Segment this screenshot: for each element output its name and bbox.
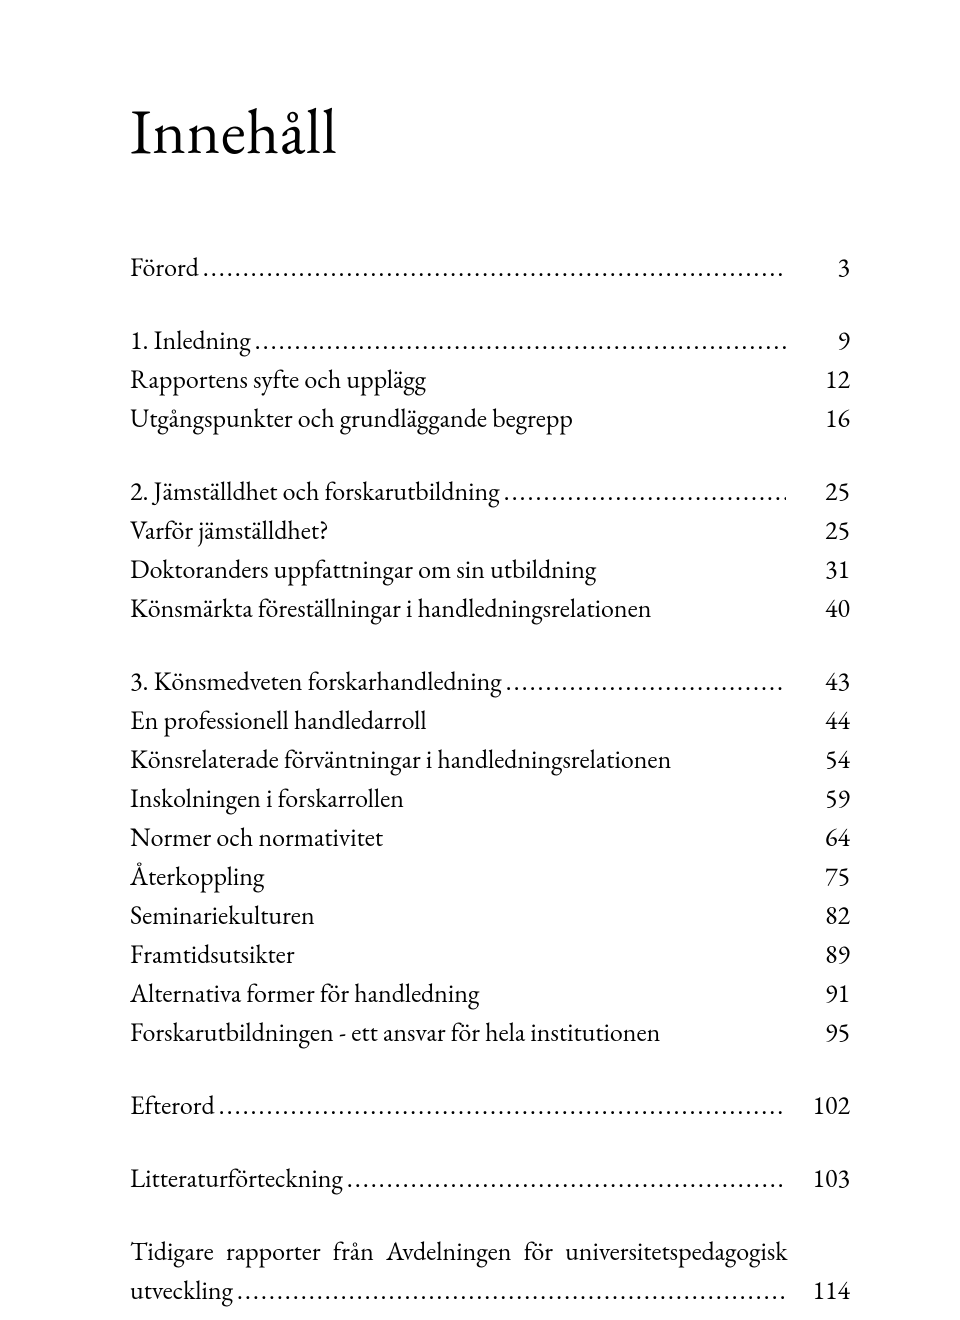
toc-row: Tidigare rapporter från Avdelningen för … [130, 1232, 850, 1271]
toc-row: Könsmärkta föreställningar i handledning… [130, 589, 850, 628]
toc-row: Återkoppling 75 [130, 857, 850, 896]
toc-label: Forskarutbildningen - ett ansvar för hel… [130, 1013, 660, 1052]
toc-row: utveckling 114 [130, 1271, 850, 1310]
toc-row: 1. Inledning 9 [130, 321, 850, 360]
toc-row: Litteraturförteckning 103 [130, 1159, 850, 1198]
toc-page-number: 89 [790, 935, 850, 974]
toc-gap [130, 628, 850, 662]
toc-label: Rapportens syfte och upplägg [130, 360, 426, 399]
toc-label: Utgångspunkter och grundläggande begrepp [130, 399, 573, 438]
toc-leader-dots [219, 1086, 786, 1125]
toc-gap [130, 287, 850, 321]
toc-page-number: 25 [790, 511, 850, 550]
toc-gap [130, 438, 850, 472]
toc-label: Seminariekulturen [130, 896, 315, 935]
toc-row: Inskolningen i forskarrollen 59 [130, 779, 850, 818]
toc-page-number: 64 [790, 818, 850, 857]
toc-label: 2. Jämställdhet och forskarutbildning [130, 472, 500, 511]
toc-row: Utgångspunkter och grundläggande begrepp… [130, 399, 850, 438]
toc-leader-dots [347, 1159, 786, 1198]
toc-page-number: 31 [790, 550, 850, 589]
toc-label: Litteraturförteckning [130, 1159, 343, 1198]
toc-label: Alternativa former för handledning [130, 974, 479, 1013]
toc-page-number: 9 [790, 321, 850, 360]
toc-page-number: 3 [790, 248, 850, 287]
toc-page-number: 16 [790, 399, 850, 438]
toc-label: En professionell handledarroll [130, 701, 427, 740]
toc-row: Alternativa former för handledning 91 [130, 974, 850, 1013]
toc-row: 2. Jämställdhet och forskarutbildning 25 [130, 472, 850, 511]
toc-label: Återkoppling [130, 857, 264, 896]
toc-label-cont: utveckling [130, 1271, 233, 1310]
toc-leader-dots [504, 472, 786, 511]
toc-label: Doktoranders uppfattningar om sin utbild… [130, 550, 596, 589]
toc-list: Förord31. Inledning9Rapportens syfte och… [130, 248, 850, 1310]
toc-row: Framtidsutsikter 89 [130, 935, 850, 974]
toc-page-number: 82 [790, 896, 850, 935]
toc-label: Könsmärkta föreställningar i handledning… [130, 589, 652, 628]
toc-gap [130, 1052, 850, 1086]
toc-gap [130, 1125, 850, 1159]
toc-page-number: 12 [790, 360, 850, 399]
toc-label: Efterord [130, 1086, 215, 1125]
toc-title: Innehåll [130, 90, 850, 173]
toc-leader-dots [255, 321, 786, 360]
toc-row: Rapportens syfte och upplägg 12 [130, 360, 850, 399]
toc-label: 1. Inledning [130, 321, 251, 360]
toc-label: Framtidsutsikter [130, 935, 295, 974]
toc-leader-dots [237, 1271, 786, 1310]
toc-label: Förord [130, 248, 199, 287]
toc-row: 3. Könsmedveten forskarhandledning 43 [130, 662, 850, 701]
toc-page-number: 59 [790, 779, 850, 818]
toc-gap [130, 1198, 850, 1232]
toc-page-number: 95 [790, 1013, 850, 1052]
toc-label: Könsrelaterade förväntningar i handledni… [130, 740, 671, 779]
toc-leader-dots [506, 662, 786, 701]
toc-row: Seminariekulturen 82 [130, 896, 850, 935]
toc-row: Forskarutbildningen - ett ansvar för hel… [130, 1013, 850, 1052]
page: Innehåll Förord31. Inledning9Rapportens … [0, 0, 960, 1320]
toc-row: Varför jämställdhet? 25 [130, 511, 850, 550]
toc-row: Normer och normativitet 64 [130, 818, 850, 857]
toc-label: Normer och normativitet [130, 818, 383, 857]
toc-row: En professionell handledarroll 44 [130, 701, 850, 740]
toc-row: Könsrelaterade förväntningar i handledni… [130, 740, 850, 779]
toc-label: Tidigare rapporter från Avdelningen för … [130, 1232, 787, 1271]
toc-page-number: 102 [790, 1086, 850, 1125]
toc-page-number: 43 [790, 662, 850, 701]
toc-row: Förord 3 [130, 248, 850, 287]
toc-label: Inskolningen i forskarrollen [130, 779, 404, 818]
toc-page-number: 114 [790, 1271, 850, 1310]
toc-leader-dots [203, 248, 786, 287]
toc-label: 3. Könsmedveten forskarhandledning [130, 662, 502, 701]
toc-row: Efterord 102 [130, 1086, 850, 1125]
toc-page-number: 103 [790, 1159, 850, 1198]
toc-page-number: 91 [790, 974, 850, 1013]
toc-page-number: 75 [790, 857, 850, 896]
toc-page-number: 54 [790, 740, 850, 779]
toc-page-number: 44 [790, 701, 850, 740]
toc-page-number: 40 [790, 589, 850, 628]
toc-label: Varför jämställdhet? [130, 511, 329, 550]
toc-row: Doktoranders uppfattningar om sin utbild… [130, 550, 850, 589]
toc-page-number: 25 [790, 472, 850, 511]
